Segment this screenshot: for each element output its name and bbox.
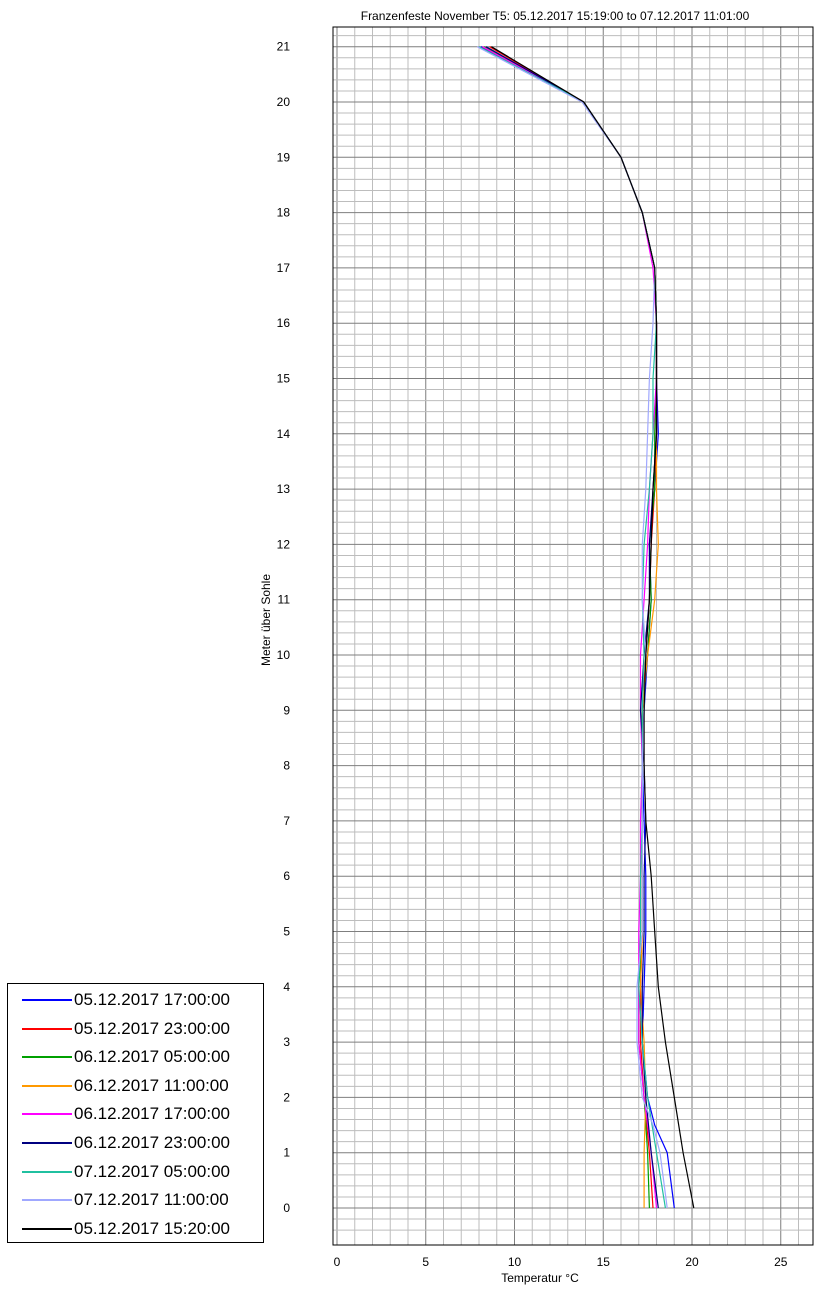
y-tick-label: 11 <box>278 593 291 607</box>
y-tick-label: 15 <box>277 372 291 386</box>
x-tick-label: 20 <box>685 1255 699 1269</box>
legend-swatch <box>22 1142 72 1144</box>
legend-swatch <box>22 1084 72 1087</box>
series-line-1 <box>480 46 675 1209</box>
series-line-6 <box>485 46 659 1209</box>
y-tick-label: 5 <box>283 925 290 939</box>
series-line-3 <box>484 46 658 1209</box>
legend-swatch <box>22 1027 72 1030</box>
legend-label: 06.12.2017 05:00:00 <box>74 1047 230 1067</box>
legend-label: 05.12.2017 15:20:00 <box>74 1218 230 1238</box>
legend-item: 06.12.2017 05:00:00 <box>8 1043 230 1071</box>
y-tick-label: 1 <box>283 1146 290 1160</box>
legend-item: 06.12.2017 23:00:00 <box>8 1129 230 1157</box>
x-tick-label: 25 <box>774 1255 788 1269</box>
y-axis-label: Meter über Sohle <box>259 574 273 666</box>
y-tick-label: 19 <box>277 150 291 164</box>
legend-swatch <box>22 1170 72 1173</box>
legend-label: 06.12.2017 11:00:00 <box>74 1075 229 1095</box>
legend-swatch <box>22 1056 72 1059</box>
y-tick-label: 16 <box>277 316 291 330</box>
y-tick-label: 17 <box>277 261 291 275</box>
x-tick-label: 0 <box>334 1255 341 1269</box>
legend-label: 06.12.2017 17:00:00 <box>74 1104 230 1124</box>
legend-swatch <box>22 1227 72 1230</box>
axes: 0 5 10 15 20 25012345678910111213141516171819… <box>277 26 814 1269</box>
legend-swatch <box>22 999 72 1001</box>
series-line-5 <box>482 46 658 1209</box>
legend: 05.12.2017 17:00:00 05.12.2017 23:00:00 06… <box>7 983 264 1243</box>
legend-item: 06.12.2017 11:00:00 <box>8 1072 229 1100</box>
legend-label: 05.12.2017 23:00:00 <box>74 1018 230 1038</box>
plot-frame <box>332 26 814 1246</box>
legend-item: 05.12.2017 23:00:00 <box>8 1015 230 1043</box>
series-line-4 <box>482 46 659 1208</box>
legend-swatch <box>22 1113 72 1116</box>
y-tick-label: 8 <box>283 759 290 773</box>
y-tick-label: 21 <box>277 40 291 54</box>
y-tick-label: 13 <box>277 482 291 496</box>
series-line-9 <box>491 46 695 1209</box>
legend-label: 05.12.2017 17:00:00 <box>74 990 230 1009</box>
y-tick-label: 0 <box>283 1201 290 1215</box>
legend-item: 07.12.2017 05:00:00 <box>8 1158 230 1186</box>
x-axis-label: Temperatur °C <box>501 1271 579 1285</box>
y-tick-label: 18 <box>277 206 291 220</box>
legend-item: 05.12.2017 17:00:00 <box>8 986 230 1014</box>
y-tick-label: 7 <box>283 814 290 828</box>
y-tick-label: 12 <box>277 537 291 551</box>
chart-title: Franzenfeste November T5: 05.12.2017 15:… <box>361 9 750 23</box>
y-tick-label: 9 <box>283 703 290 717</box>
y-tick-label: 2 <box>283 1090 290 1104</box>
y-tick-label: 4 <box>283 980 290 994</box>
legend-label: 07.12.2017 11:00:00 <box>74 1190 229 1210</box>
y-tick-label: 10 <box>277 648 291 662</box>
legend-label: 06.12.2017 23:00:00 <box>74 1133 230 1152</box>
legend-item: 05.12.2017 15:20:00 <box>8 1215 230 1243</box>
y-tick-label: 6 <box>283 869 290 883</box>
y-tick-label: 14 <box>277 427 291 441</box>
x-tick-label: 10 <box>508 1255 522 1269</box>
legend-item: 07.12.2017 11:00:00 <box>8 1186 229 1214</box>
series-group <box>476 46 695 1209</box>
y-tick-label: 3 <box>283 1035 290 1049</box>
x-tick-label: 15 <box>597 1255 611 1269</box>
y-tick-label: 20 <box>277 95 291 109</box>
legend-label: 07.12.2017 05:00:00 <box>74 1161 230 1181</box>
legend-item: 06.12.2017 17:00:00 <box>8 1100 230 1128</box>
x-tick-label: 5 <box>422 1255 429 1269</box>
legend-swatch <box>22 1199 72 1202</box>
grid <box>333 27 813 1245</box>
